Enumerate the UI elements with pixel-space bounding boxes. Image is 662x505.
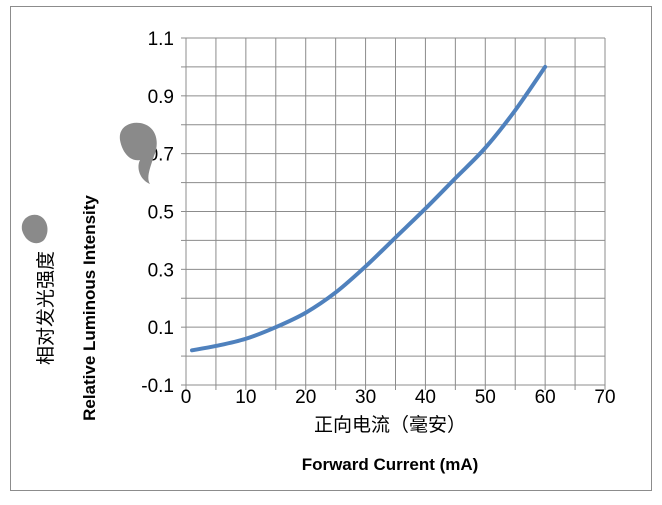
y-axis-tick-labels: -0.10.10.30.50.70.91.1 xyxy=(141,29,174,397)
x-tick-label: 60 xyxy=(535,387,556,408)
y-tick-label: 0.3 xyxy=(148,260,174,281)
grid-lines xyxy=(186,37,606,385)
x-tick-label: 70 xyxy=(594,387,615,408)
x-tick-label: 10 xyxy=(235,387,256,408)
y-tick-label: -0.1 xyxy=(141,376,174,397)
axes xyxy=(181,37,606,390)
x-axis-label-english: Forward Current (mA) xyxy=(302,455,479,474)
y-tick-label: 0.9 xyxy=(148,87,174,108)
x-tick-label: 20 xyxy=(295,387,316,408)
y-tick-label: 0.5 xyxy=(148,203,174,224)
series xyxy=(189,64,548,353)
x-tick-label: 0 xyxy=(181,387,192,408)
x-tick-label: 40 xyxy=(415,387,436,408)
x-axis-label-chinese: 正向电流（毫安） xyxy=(314,414,466,436)
decorative-blotch-icon xyxy=(119,122,157,184)
y-axis-label-english: Relative Luminous Intensity xyxy=(80,195,99,421)
decorative-dot-icon xyxy=(21,214,48,244)
x-axis-tick-labels: 0 10 20 30 40 50 60 70 xyxy=(181,387,616,408)
x-tick-label: 50 xyxy=(475,387,496,408)
y-tick-label: 1.1 xyxy=(148,29,174,50)
x-tick-label: 30 xyxy=(355,387,376,408)
y-tick-label: 0.1 xyxy=(148,318,174,339)
y-axis-label-chinese: 相对发光强度 xyxy=(35,251,57,365)
series-line xyxy=(189,64,548,353)
